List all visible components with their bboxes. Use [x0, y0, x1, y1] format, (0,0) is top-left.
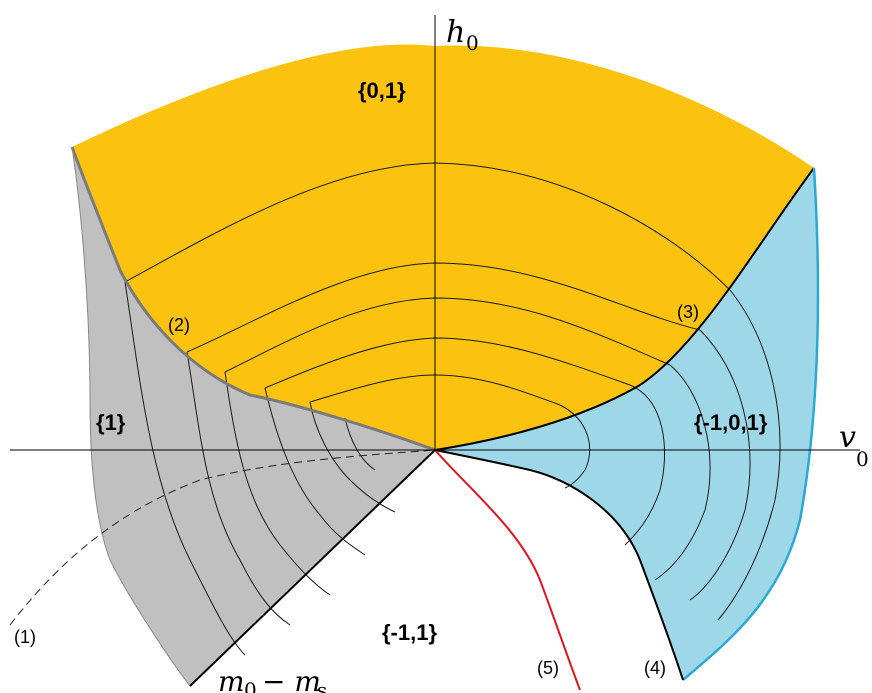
contour-line: [624, 384, 665, 546]
region-label-1: {1}: [96, 410, 126, 435]
contour-line: [654, 364, 711, 581]
contour-line: [224, 371, 331, 596]
region-1-surface: [72, 147, 435, 686]
svg-text:m: m: [218, 665, 245, 693]
region-label-0-1: {0,1}: [358, 78, 406, 103]
svg-text:0: 0: [244, 678, 257, 693]
curve-label-5: (5): [537, 658, 559, 678]
svg-text:v: v: [839, 420, 856, 455]
boundary-curve-4: [434, 449, 684, 681]
contour-line: [689, 329, 751, 601]
curve-label-4: (4): [644, 658, 666, 678]
boundary-curve-blue-edge: [682, 167, 820, 681]
svg-text:0: 0: [856, 447, 869, 471]
contour-line: [124, 281, 246, 656]
contour-line: [717, 289, 781, 621]
curve-label-1: (1): [14, 627, 36, 647]
boundary-curve-3: [434, 167, 815, 451]
svg-text:s: s: [317, 678, 327, 693]
axis-label-v0: v 0: [839, 420, 869, 471]
svg-text:0: 0: [466, 31, 479, 55]
boundary-curve-gray-outer: [71, 146, 191, 687]
contour-line: [344, 417, 376, 471]
curve-5: [434, 449, 581, 691]
curve-label-2: (2): [168, 315, 190, 335]
boundary-curve-2: [70, 146, 436, 452]
boundary-line-m-axis: [189, 449, 436, 687]
contour-line: [264, 387, 366, 556]
contour-line: [559, 404, 591, 489]
region-m1-0-1-surface: [435, 168, 818, 680]
region-0-1-surface: [72, 44, 814, 450]
region-label-m1-0-1: {-1,0,1}: [694, 410, 768, 435]
axis-label-h0: h 0: [446, 15, 479, 55]
region-label-m1-1: {-1,1}: [382, 620, 437, 645]
curve-label-3: (3): [677, 302, 699, 322]
axis-label-m0-ms: m 0 − m s: [218, 665, 327, 693]
svg-text:− m: − m: [262, 665, 321, 693]
contour-line: [186, 351, 291, 626]
svg-text:h: h: [446, 15, 465, 50]
contour-lines-blue: [559, 289, 781, 621]
